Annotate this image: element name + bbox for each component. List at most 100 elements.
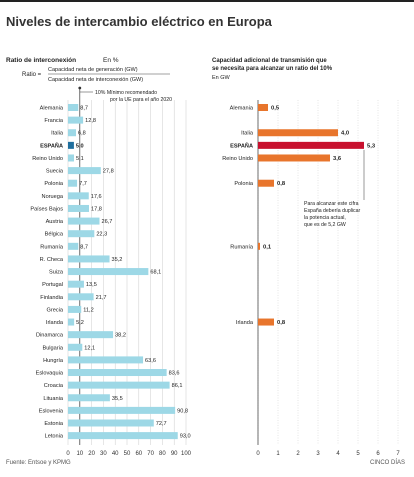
left-value-label: 17,6 <box>91 194 102 200</box>
left-value-label: 5,0 <box>76 143 84 149</box>
right-bar <box>258 242 260 250</box>
left-bar <box>68 419 154 427</box>
right-chart-title-line2: se necesita para alcanzar un ratio del 1… <box>212 66 333 72</box>
left-category-label: Croacia <box>44 383 64 389</box>
right-x-tick-label: 3 <box>316 451 320 457</box>
left-value-label: 86,1 <box>172 383 183 389</box>
left-bar <box>68 369 167 377</box>
left-value-label: 22,3 <box>96 232 107 238</box>
left-bar <box>68 204 90 212</box>
left-x-tick-label: 10 <box>76 451 83 457</box>
footer-credit: CINCO DÍAS <box>370 459 405 466</box>
left-value-label: 13,5 <box>86 282 97 288</box>
left-value-label: 8,7 <box>80 106 88 112</box>
annotation-text: Para alcanzar este cifra <box>304 201 359 207</box>
reference-line-note: por la UE para el año 2020 <box>110 97 172 103</box>
left-value-label: 8,7 <box>80 244 88 250</box>
right-value-label: 3,6 <box>333 156 342 162</box>
left-value-label: 11,2 <box>83 307 93 313</box>
left-category-label: Dinamarca <box>36 333 64 339</box>
left-category-label: Hungría <box>43 358 64 364</box>
left-bar <box>68 432 178 440</box>
formula-numerator: Capacidad neta de generación (GW) <box>48 67 138 73</box>
left-bar <box>68 394 110 402</box>
left-category-label: Suecia <box>46 169 64 175</box>
right-x-tick-label: 4 <box>336 451 340 457</box>
left-value-label: 6,8 <box>78 131 86 137</box>
left-value-label: 83,6 <box>169 371 180 377</box>
left-x-tick-label: 20 <box>88 451 95 457</box>
left-value-label: 12,8 <box>85 118 96 124</box>
left-value-label: 93,0 <box>180 434 191 440</box>
left-bar <box>68 280 84 288</box>
left-x-tick-label: 70 <box>147 451 154 457</box>
left-x-tick-label: 90 <box>171 451 178 457</box>
left-bar <box>68 129 77 137</box>
left-x-tick-label: 100 <box>181 451 192 457</box>
left-category-label: Bélgica <box>45 232 64 238</box>
right-value-label: 0,8 <box>277 181 286 187</box>
right-bar <box>258 179 274 187</box>
left-bar <box>68 242 79 250</box>
left-x-tick-label: 40 <box>112 451 119 457</box>
right-category-label: Irlanda <box>236 320 254 326</box>
left-chart-title: Ratio de interconexión <box>6 57 76 64</box>
left-chart-unit: En % <box>103 57 119 64</box>
left-value-label: 5,2 <box>76 320 84 326</box>
right-value-label: 4,0 <box>341 131 349 137</box>
left-bar <box>68 255 110 263</box>
right-bar <box>258 129 338 137</box>
left-category-label: Reino Unido <box>32 156 63 162</box>
left-category-label: Francia <box>44 118 64 124</box>
right-chart-unit: En GW <box>212 75 231 81</box>
right-x-tick-label: 0 <box>256 451 260 457</box>
left-value-label: 17,8 <box>91 206 102 212</box>
left-bar <box>68 406 176 414</box>
right-bar <box>258 104 268 111</box>
left-bar <box>68 154 75 162</box>
left-category-label: Suiza <box>49 270 64 276</box>
left-bar <box>68 116 84 124</box>
infographic-title: Niveles de intercambio eléctrico en Euro… <box>6 14 273 29</box>
right-category-label: Rumanía <box>230 244 254 250</box>
left-category-label: Eslovaquia <box>36 371 64 377</box>
left-category-label: Portugal <box>42 282 63 288</box>
left-value-label: 38,2 <box>115 333 126 339</box>
left-value-label: 90,8 <box>177 408 188 414</box>
left-category-label: Austria <box>46 219 64 225</box>
left-category-label: Estonia <box>44 421 64 427</box>
left-bar <box>68 217 100 225</box>
left-bar <box>68 293 94 301</box>
left-category-label: Polonia <box>44 181 64 187</box>
left-x-tick-label: 60 <box>135 451 142 457</box>
right-bar <box>258 141 364 149</box>
right-value-label: 0,1 <box>263 244 272 250</box>
left-category-label: Italia <box>51 131 64 137</box>
left-value-label: 35,2 <box>112 257 123 263</box>
left-category-label: Grecia <box>47 307 64 313</box>
left-bar <box>68 104 79 111</box>
right-category-label: Reino Unido <box>222 156 253 162</box>
right-x-tick-label: 2 <box>296 451 300 457</box>
left-value-label: 27,8 <box>103 169 114 175</box>
left-category-label: Bulgaria <box>42 345 63 351</box>
right-chart-title-line1: Capacidad adicional de transmisión que <box>212 58 327 64</box>
right-x-tick-label: 7 <box>396 451 400 457</box>
left-bar <box>68 343 83 351</box>
left-bar <box>68 167 101 175</box>
left-value-label: 72,7 <box>156 421 167 427</box>
right-value-label: 0,8 <box>277 320 286 326</box>
left-category-label: Letonia <box>45 434 64 440</box>
right-category-label: ESPAÑA <box>230 142 253 149</box>
left-category-label: Eslovenia <box>39 408 64 414</box>
footer-source: Fuente: Entsoe y KPMG <box>6 460 71 466</box>
left-category-label: Irlanda <box>46 320 64 326</box>
left-category-label: Noruega <box>42 194 64 200</box>
formula-denominator: Capacidad neta de interconexión (GW) <box>48 77 143 83</box>
left-value-label: 26,7 <box>102 219 113 225</box>
left-value-label: 7,7 <box>79 181 87 187</box>
right-value-label: 0,5 <box>271 106 280 112</box>
left-bar <box>68 179 78 187</box>
left-x-tick-label: 80 <box>159 451 166 457</box>
